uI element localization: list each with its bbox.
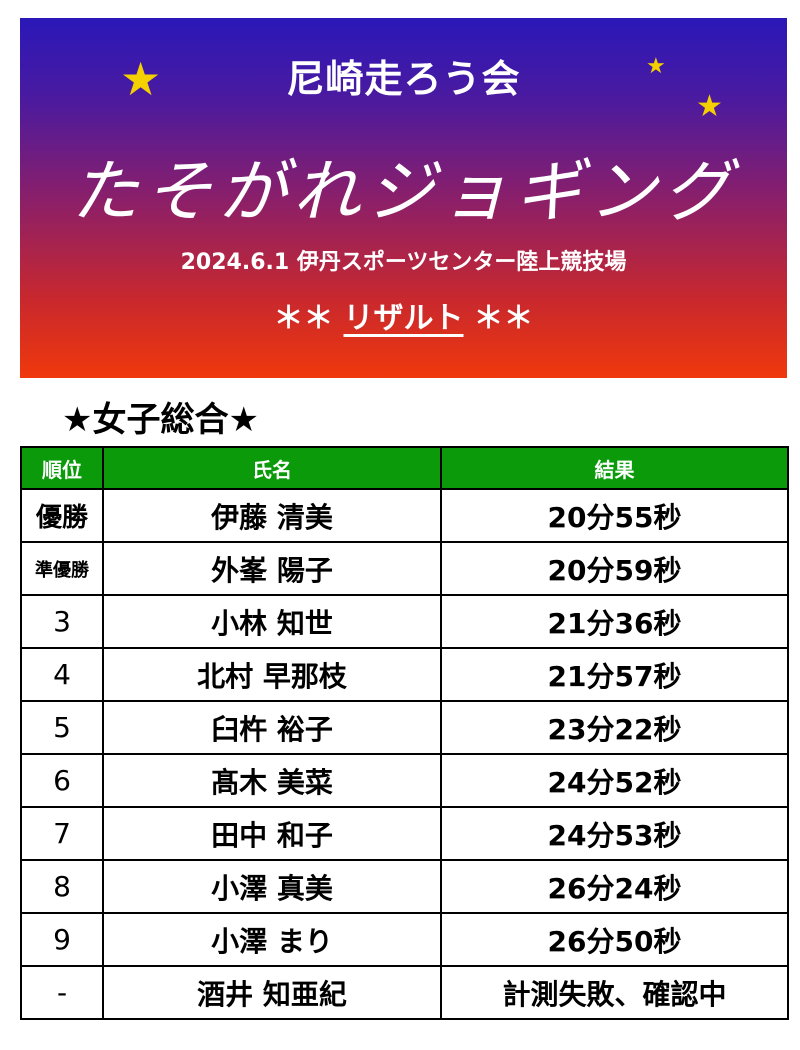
event-title: たそがれジョギング (70, 153, 737, 232)
name-cell: 外峯 陽子 (102, 541, 442, 596)
name-cell: 臼杵 裕子 (102, 700, 442, 755)
rank-cell: 6 (20, 753, 104, 808)
result-cell: 24分52秒 (440, 753, 789, 808)
results-table: 順位 氏名 結果 優勝 伊藤 清美 20分55秒 準優勝 外峯 陽子 20分59… (20, 446, 789, 1020)
table-row: 準優勝 外峯 陽子 20分59秒 (20, 541, 789, 596)
result-cell: 24分53秒 (440, 806, 789, 861)
name-cell: 小澤 まり (102, 912, 442, 967)
organization-name: 尼崎走ろう会 (286, 57, 521, 101)
result-cell: 26分24秒 (440, 859, 789, 914)
rank-cell: 優勝 (20, 488, 104, 543)
table-row: 4 北村 早那枝 21分57秒 (20, 647, 789, 702)
name-cell: 髙木 美菜 (102, 753, 442, 808)
table-row: 7 田中 和子 24分53秒 (20, 806, 789, 861)
name-cell: 小澤 真美 (102, 859, 442, 914)
name-cell: 田中 和子 (102, 806, 442, 861)
name-cell: 酒井 知亜紀 (102, 965, 442, 1020)
result-cell: 21分57秒 (440, 647, 789, 702)
rank-cell: 準優勝 (20, 541, 104, 596)
header-result: 結果 (440, 446, 789, 490)
result-cell: 26分50秒 (440, 912, 789, 967)
table-row: - 酒井 知亜紀 計測失敗、確認中 (20, 965, 789, 1020)
result-cell: 計測失敗、確認中 (440, 965, 789, 1020)
name-cell: 北村 早那枝 (102, 647, 442, 702)
name-cell: 小林 知世 (102, 594, 442, 649)
result-cell: 20分59秒 (440, 541, 789, 596)
table-row: 6 髙木 美菜 24分52秒 (20, 753, 789, 808)
result-cell: 20分55秒 (440, 488, 789, 543)
asterisk-left: ＊＊ (273, 301, 334, 336)
star-icon: ★ (696, 89, 723, 124)
result-cell: 21分36秒 (440, 594, 789, 649)
table-header-row: 順位 氏名 結果 (20, 446, 789, 490)
asterisk-right: ＊＊ (473, 301, 534, 336)
header-banner: ★ ★ ★ 尼崎走ろう会 たそがれジョギング 2024.6.1 伊丹スポーツセン… (20, 18, 787, 378)
table-row: 3 小林 知世 21分36秒 (20, 594, 789, 649)
event-date-venue: 2024.6.1 伊丹スポーツセンター陸上競技場 (180, 250, 627, 275)
rank-cell: 7 (20, 806, 104, 861)
header-name: 氏名 (102, 446, 442, 490)
result-heading: ＊＊ リザルト ＊＊ (20, 293, 787, 337)
header-rank: 順位 (20, 446, 104, 490)
name-cell: 伊藤 清美 (102, 488, 442, 543)
rank-cell: 9 (20, 912, 104, 967)
rank-cell: - (20, 965, 104, 1020)
table-row: 8 小澤 真美 26分24秒 (20, 859, 789, 914)
rank-cell: 8 (20, 859, 104, 914)
rank-cell: 4 (20, 647, 104, 702)
star-icon: ★ (646, 54, 666, 79)
star-icon: ★ (120, 52, 162, 106)
table-row: 優勝 伊藤 清美 20分55秒 (20, 488, 789, 543)
rank-cell: 5 (20, 700, 104, 755)
result-cell: 23分22秒 (440, 700, 789, 755)
table-row: 5 臼杵 裕子 23分22秒 (20, 700, 789, 755)
result-word: リザルト (343, 301, 464, 336)
rank-cell: 3 (20, 594, 104, 649)
section-title: ★女子総合★ (62, 400, 259, 440)
table-row: 9 小澤 まり 26分50秒 (20, 912, 789, 967)
